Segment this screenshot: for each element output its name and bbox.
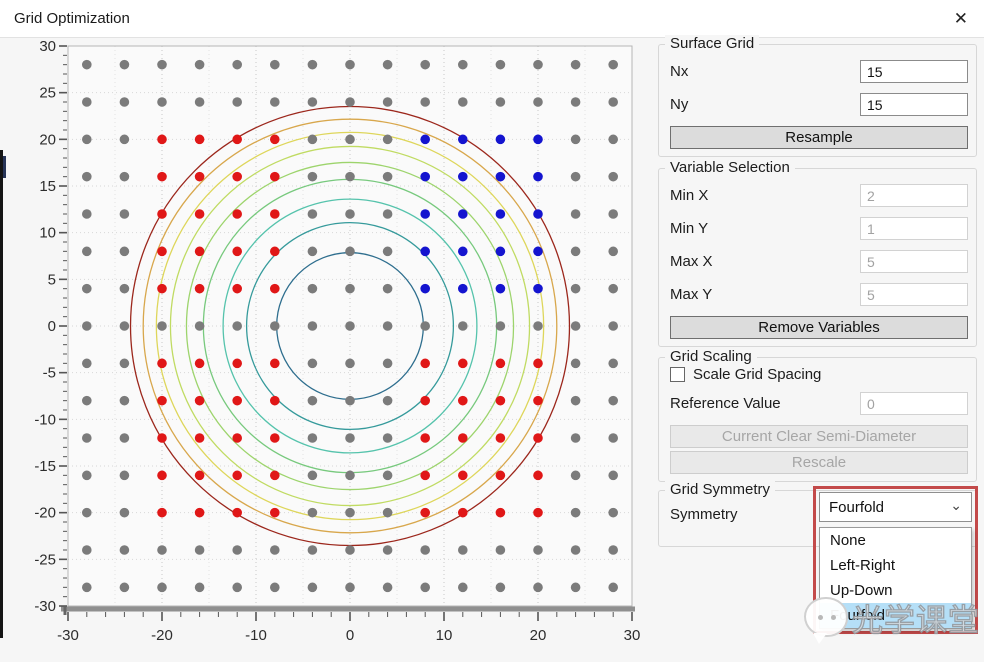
window-title: Grid Optimization [14,10,130,27]
symmetry-selected-value: Fourfold [829,498,885,516]
max-x-row: Max X [670,250,968,273]
current-clear-semi-diameter-button: Current Clear Semi-Diameter [670,425,968,448]
symmetry-dropdown[interactable]: Fourfold ⌄ [819,492,972,522]
svg-text:20: 20 [530,627,547,644]
nx-row: Nx [670,60,968,83]
svg-text:-20: -20 [151,627,173,644]
grid-symmetry-group-title: Grid Symmetry [665,481,776,498]
dropdown-item-fourfold[interactable]: Fourfold [820,603,971,628]
scale-grid-spacing-label: Scale Grid Spacing [693,366,822,383]
svg-text:-10: -10 [245,627,267,644]
min-y-input [860,217,968,240]
svg-text:-5: -5 [43,365,56,382]
close-icon[interactable]: ✕ [953,9,968,28]
scale-grid-spacing-checkbox[interactable] [670,367,685,382]
min-y-row: Min Y [670,217,968,240]
min-x-input [860,184,968,207]
reference-value-row: Reference Value [670,392,968,415]
surface-grid-group: Surface Grid Nx Ny Resample [658,35,977,157]
svg-text:15: 15 [39,178,56,195]
variable-selection-group-title: Variable Selection [665,159,795,176]
symmetry-dropdown-list: None Left-Right Up-Down Fourfold [819,527,972,629]
annotation-highlight-box: Fourfold ⌄ None Left-Right Up-Down Fourfold [813,486,978,634]
chevron-down-icon: ⌄ [950,497,962,513]
grid-plot: -30 -20 -10 0 10 20 30 30 25 20 15 10 5 0 -5 -10 -15 -20 -… [34,40,641,644]
scale-grid-spacing-row: Scale Grid Spacing [670,366,968,383]
dropdown-item-up-down[interactable]: Up-Down [830,582,893,599]
svg-text:-30: -30 [34,598,56,615]
rescale-button: Rescale [670,451,968,474]
symmetry-label: Symmetry [670,506,738,523]
min-x-row: Min X [670,184,968,207]
max-x-label: Max X [670,253,713,270]
svg-text:10: 10 [436,627,453,644]
surface-grid-group-title: Surface Grid [665,35,760,52]
svg-text:30: 30 [624,627,641,644]
max-y-input [860,283,968,306]
window-edge-artifact [0,150,3,638]
nx-label: Nx [670,63,689,80]
svg-text:20: 20 [39,131,56,148]
nx-input[interactable] [860,60,968,83]
ny-label: Ny [670,96,689,113]
title-bar: Grid Optimization ✕ [0,0,984,38]
reference-value-label: Reference Value [670,395,781,412]
svg-text:-25: -25 [34,551,56,568]
svg-text:5: 5 [48,271,56,288]
min-y-label: Min Y [670,220,709,237]
min-x-label: Min X [670,187,709,204]
grid-scaling-group-title: Grid Scaling [665,348,757,365]
window-edge-artifact-blob [0,156,6,178]
resample-button[interactable]: Resample [670,126,968,149]
ny-row: Ny [670,93,968,116]
svg-text:30: 30 [39,40,56,55]
dropdown-item-left-right[interactable]: Left-Right [830,557,896,574]
variable-selection-group: Variable Selection Min X Min Y Max X Max… [658,159,977,347]
svg-text:-15: -15 [34,458,56,475]
svg-text:10: 10 [39,225,56,242]
dropdown-item-none[interactable]: None [830,532,866,549]
grid-scaling-group: Grid Scaling Scale Grid Spacing Referenc… [658,348,977,482]
grid-symmetry-group: Grid Symmetry Symmetry [658,481,977,547]
svg-text:-30: -30 [57,627,79,644]
symmetry-row: Symmetry [670,506,968,523]
reference-value-input [860,392,968,415]
remove-variables-button[interactable]: Remove Variables [670,316,968,339]
svg-text:25: 25 [39,85,56,102]
ny-input[interactable] [860,93,968,116]
svg-text:0: 0 [48,318,56,335]
svg-text:-10: -10 [34,411,56,428]
svg-text:0: 0 [346,627,354,644]
max-y-row: Max Y [670,283,968,306]
max-x-input [860,250,968,273]
svg-text:-20: -20 [34,505,56,522]
settings-panel: Surface Grid Nx Ny Resample Variable Sel… [658,35,977,547]
max-y-label: Max Y [670,286,713,303]
